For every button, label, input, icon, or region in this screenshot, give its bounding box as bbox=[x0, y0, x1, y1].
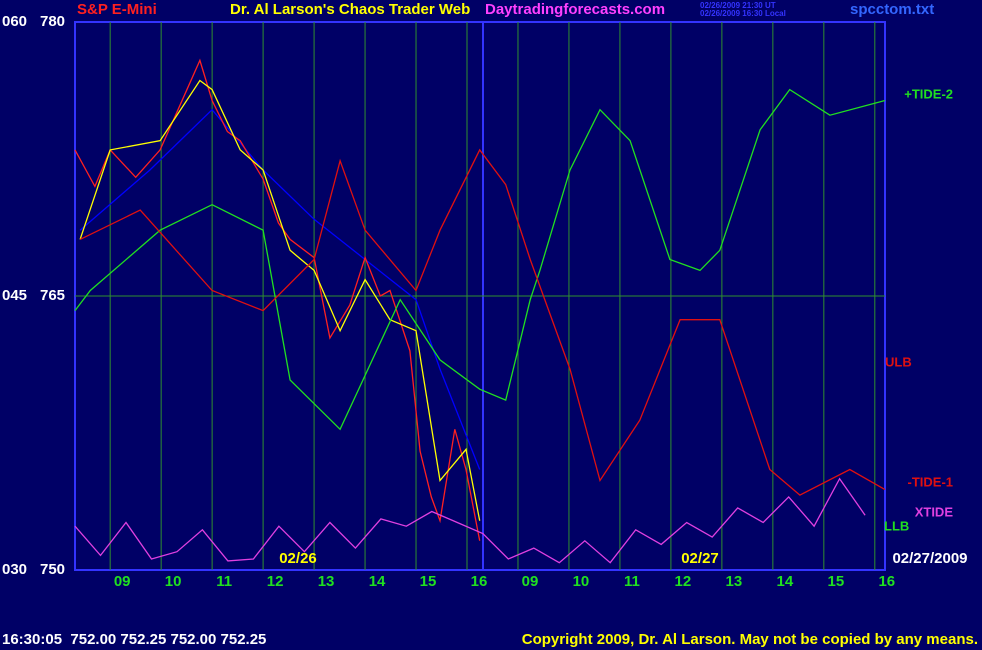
annotation: 02/27/2009 bbox=[892, 550, 967, 567]
y-tick-label: 780 bbox=[40, 13, 65, 30]
legend-label: XTIDE bbox=[915, 504, 954, 519]
x-tick-label: 13 bbox=[318, 573, 335, 590]
annotation: 02/26 bbox=[279, 550, 317, 567]
x-tick-label: 09 bbox=[114, 573, 131, 590]
x-tick-label: 09 bbox=[522, 573, 539, 590]
series-line bbox=[79, 79, 481, 521]
legend-label: +TIDE-2 bbox=[904, 86, 953, 101]
timestamp: 02/26/2009 21:30 UT bbox=[700, 1, 776, 10]
series-line bbox=[74, 88, 886, 431]
site: Daytradingforecasts.com bbox=[485, 1, 665, 18]
y-tick-label: 750 bbox=[40, 561, 65, 578]
y2-tick-label: 030 bbox=[2, 561, 27, 578]
x-tick-label: 11 bbox=[624, 573, 640, 590]
footer: 16:30:05 752.00 752.25 752.00 752.25 bbox=[2, 631, 266, 648]
annotation: 02/27 bbox=[681, 550, 719, 567]
y2-tick-label: 045 bbox=[2, 287, 27, 304]
x-tick-label: 15 bbox=[420, 573, 437, 590]
copyright: Copyright 2009, Dr. Al Larson. May not b… bbox=[522, 631, 978, 648]
chart-title: S&P E-Mini bbox=[77, 1, 157, 18]
annotation: ULB bbox=[885, 354, 912, 369]
x-tick-label: 14 bbox=[369, 573, 386, 590]
x-tick-label: 10 bbox=[165, 573, 182, 590]
legend-label: -TIDE-1 bbox=[908, 474, 954, 489]
series-line bbox=[74, 477, 866, 564]
series-line bbox=[74, 58, 481, 541]
x-tick-label: 13 bbox=[726, 573, 743, 590]
timestamp: 02/26/2009 16:30 Local bbox=[700, 9, 786, 18]
y-tick-label: 765 bbox=[40, 287, 65, 304]
x-tick-label: 12 bbox=[267, 573, 284, 590]
y2-tick-label: 060 bbox=[2, 13, 27, 30]
x-tick-label: 14 bbox=[777, 573, 794, 590]
file-name: spcctom.txt bbox=[850, 1, 934, 18]
annotation: LLB bbox=[884, 518, 909, 533]
x-tick-label: 16 bbox=[471, 573, 488, 590]
x-tick-label: 15 bbox=[827, 573, 844, 590]
x-tick-label: 12 bbox=[675, 573, 692, 590]
series-line bbox=[79, 108, 481, 470]
x-tick-label: 10 bbox=[573, 573, 590, 590]
x-tick-label: 16 bbox=[878, 573, 895, 590]
subtitle: Dr. Al Larson's Chaos Trader Web bbox=[230, 1, 470, 18]
series-line bbox=[79, 148, 886, 496]
x-tick-label: 11 bbox=[216, 573, 232, 590]
